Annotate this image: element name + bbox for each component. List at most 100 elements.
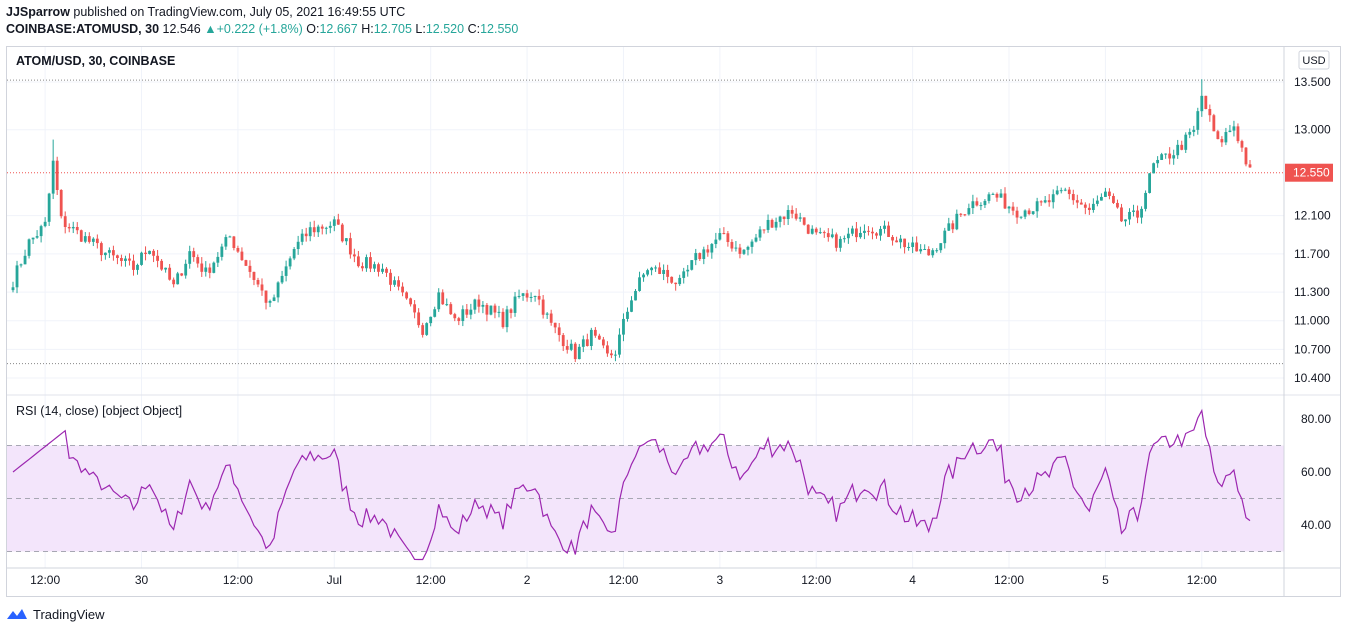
candle[interactable] <box>132 254 135 276</box>
candle[interactable] <box>1220 136 1224 147</box>
candle[interactable] <box>830 228 834 239</box>
footer-brand[interactable]: TradingView <box>33 606 105 622</box>
candle[interactable] <box>746 245 750 256</box>
candle[interactable] <box>670 276 674 284</box>
candle[interactable] <box>654 265 658 272</box>
candle[interactable] <box>413 300 417 319</box>
candle[interactable] <box>951 220 955 234</box>
candle[interactable] <box>642 272 645 282</box>
candle[interactable] <box>136 263 139 275</box>
candle[interactable] <box>903 238 907 254</box>
candle[interactable] <box>971 194 975 215</box>
candle[interactable] <box>682 267 686 284</box>
candle[interactable] <box>1003 187 1007 210</box>
candle[interactable] <box>99 241 103 262</box>
candle[interactable] <box>1104 187 1107 197</box>
candle[interactable] <box>987 192 991 204</box>
candle[interactable] <box>288 256 292 270</box>
candle[interactable] <box>1083 202 1087 215</box>
candle[interactable] <box>710 242 714 259</box>
candle[interactable] <box>1188 128 1192 139</box>
candle[interactable] <box>75 222 79 235</box>
candle[interactable] <box>481 301 485 314</box>
candle[interactable] <box>429 316 433 327</box>
candle[interactable] <box>931 248 935 258</box>
candle[interactable] <box>871 227 874 240</box>
candle[interactable] <box>51 139 55 200</box>
candle[interactable] <box>95 234 99 249</box>
candle[interactable] <box>264 290 268 310</box>
candle[interactable] <box>469 303 473 320</box>
candle[interactable] <box>212 261 216 274</box>
candle[interactable] <box>650 266 653 276</box>
candle[interactable] <box>895 236 898 243</box>
candle[interactable] <box>842 235 846 243</box>
candle[interactable] <box>1067 186 1071 200</box>
candle[interactable] <box>63 211 67 234</box>
candle[interactable] <box>541 295 545 319</box>
candle[interactable] <box>457 316 461 326</box>
candle[interactable] <box>87 232 91 244</box>
candle[interactable] <box>27 238 31 259</box>
candle[interactable] <box>915 236 919 252</box>
candle[interactable] <box>573 342 577 363</box>
candle[interactable] <box>196 254 200 268</box>
candle[interactable] <box>425 322 429 336</box>
candle[interactable] <box>786 205 790 225</box>
candle[interactable] <box>702 246 706 265</box>
candle[interactable] <box>1112 193 1115 204</box>
candle[interactable] <box>678 274 682 286</box>
publisher-name[interactable]: JJSparrow <box>6 5 70 19</box>
candle[interactable] <box>348 232 352 259</box>
candle[interactable] <box>601 336 605 349</box>
candle[interactable] <box>834 232 838 252</box>
candle[interactable] <box>770 218 774 229</box>
candle[interactable] <box>630 296 633 313</box>
candle[interactable] <box>585 333 589 347</box>
candle[interactable] <box>284 260 288 282</box>
candle[interactable] <box>947 217 951 232</box>
candle[interactable] <box>521 293 525 301</box>
candle[interactable] <box>1136 205 1139 224</box>
candle[interactable] <box>714 232 718 249</box>
candle[interactable] <box>686 265 690 277</box>
candle[interactable] <box>188 245 192 269</box>
candle[interactable] <box>1051 189 1055 209</box>
candle[interactable] <box>553 322 557 334</box>
candle[interactable] <box>1019 216 1023 220</box>
candle[interactable] <box>1079 199 1083 205</box>
candle[interactable] <box>176 271 180 285</box>
candle[interactable] <box>1168 147 1172 165</box>
candle[interactable] <box>1176 139 1180 159</box>
candle[interactable] <box>1091 198 1095 213</box>
candle[interactable] <box>156 249 159 268</box>
candle[interactable] <box>565 339 569 354</box>
candle[interactable] <box>762 229 766 234</box>
candle[interactable] <box>292 247 296 261</box>
candle[interactable] <box>979 202 983 211</box>
candle[interactable] <box>256 277 260 288</box>
candle[interactable] <box>923 244 927 251</box>
candle[interactable] <box>750 239 754 254</box>
candle[interactable] <box>300 229 304 246</box>
candle[interactable] <box>19 263 23 268</box>
candle[interactable] <box>437 288 441 312</box>
candle[interactable] <box>1192 125 1196 137</box>
candle[interactable] <box>806 224 810 235</box>
candle[interactable] <box>324 226 328 235</box>
candle[interactable] <box>316 224 320 237</box>
candle[interactable] <box>272 294 276 302</box>
candle[interactable] <box>232 235 236 251</box>
candle[interactable] <box>43 217 47 228</box>
candle[interactable] <box>1228 124 1232 133</box>
candle[interactable] <box>662 264 666 281</box>
candle[interactable] <box>67 223 71 233</box>
candle[interactable] <box>1108 188 1111 200</box>
candle[interactable] <box>304 227 308 242</box>
candle[interactable] <box>39 224 43 243</box>
candle[interactable] <box>103 252 107 260</box>
candle[interactable] <box>449 302 453 315</box>
candle[interactable] <box>1196 107 1200 135</box>
candle[interactable] <box>172 277 176 288</box>
candle[interactable] <box>810 225 814 235</box>
